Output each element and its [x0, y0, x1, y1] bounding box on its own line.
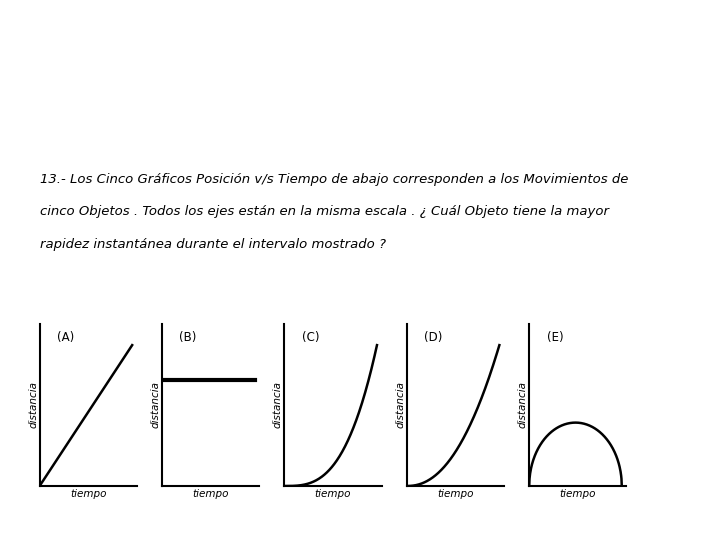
X-axis label: tiempo: tiempo	[315, 489, 351, 499]
Text: 13.- Los Cinco Gráficos Posición v/s Tiempo de abajo corresponden a los Movimien: 13.- Los Cinco Gráficos Posición v/s Tie…	[40, 173, 628, 186]
X-axis label: tiempo: tiempo	[559, 489, 596, 499]
X-axis label: tiempo: tiempo	[437, 489, 474, 499]
Y-axis label: distancia: distancia	[395, 381, 405, 429]
Text: (E): (E)	[546, 331, 564, 344]
Text: (A): (A)	[57, 331, 74, 344]
Y-axis label: distancia: distancia	[28, 381, 38, 429]
Text: (D): (D)	[423, 331, 442, 344]
Text: (C): (C)	[302, 331, 319, 344]
Y-axis label: distancia: distancia	[273, 381, 283, 429]
Text: rapidez instantánea durante el intervalo mostrado ?: rapidez instantánea durante el intervalo…	[40, 238, 386, 251]
X-axis label: tiempo: tiempo	[70, 489, 107, 499]
Text: cinco Objetos . Todos los ejes están en la misma escala . ¿ Cuál Objeto tiene la: cinco Objetos . Todos los ejes están en …	[40, 205, 608, 218]
Text: (B): (B)	[179, 331, 197, 344]
X-axis label: tiempo: tiempo	[192, 489, 229, 499]
Y-axis label: distancia: distancia	[150, 381, 161, 429]
Y-axis label: distancia: distancia	[518, 381, 528, 429]
